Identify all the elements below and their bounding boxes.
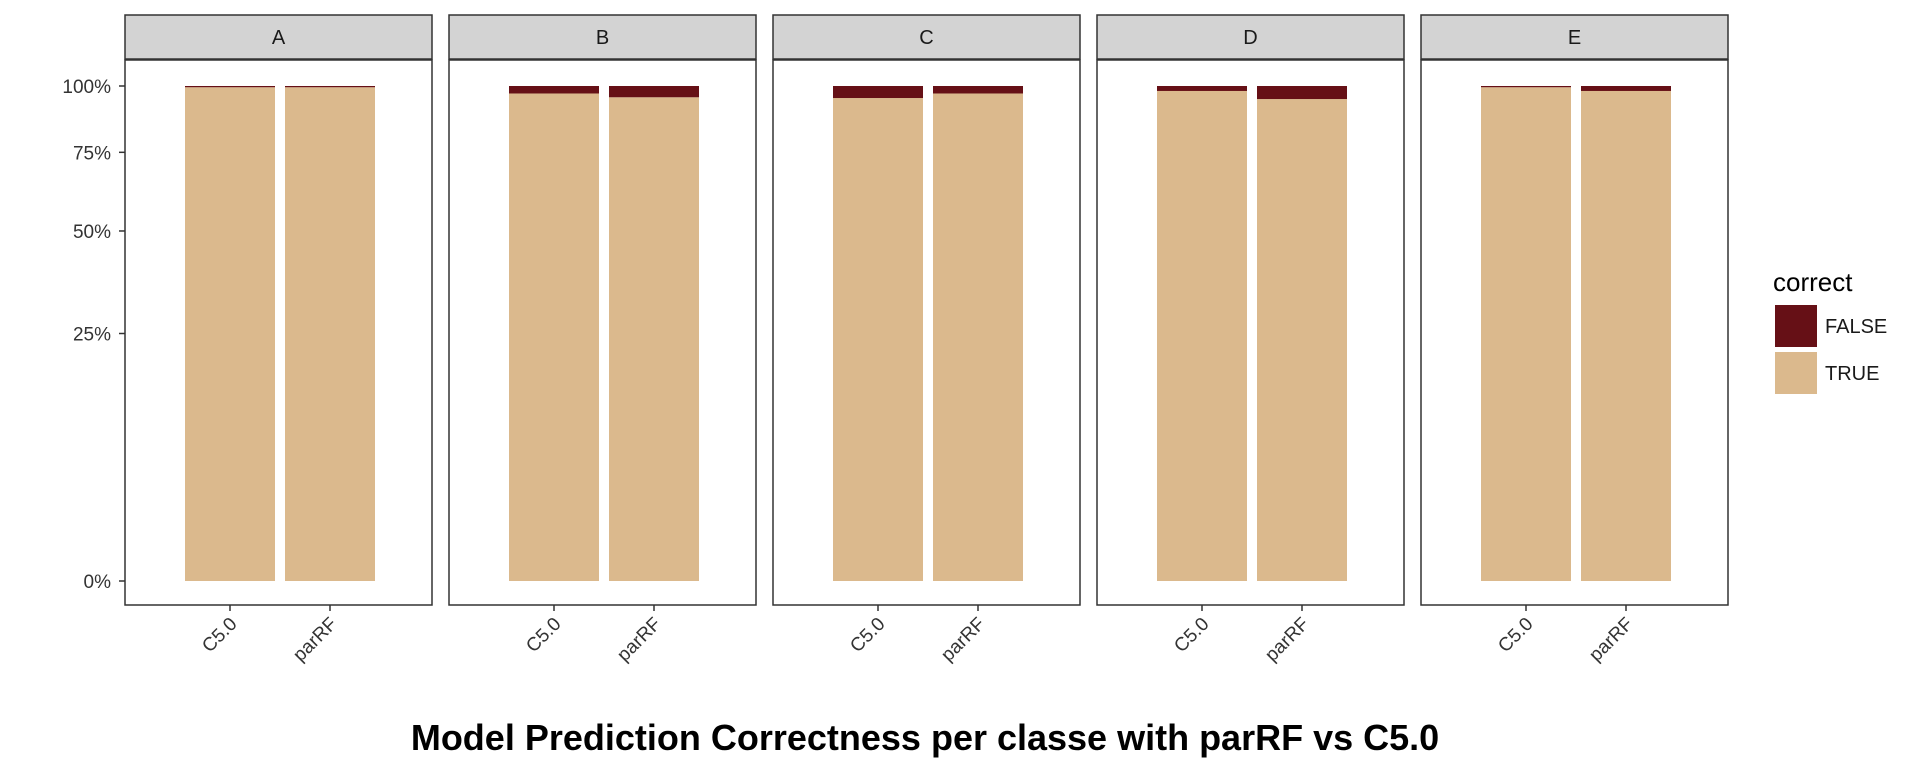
panel-border bbox=[124, 59, 433, 606]
panel-border bbox=[1096, 59, 1405, 606]
legend-label-true: TRUE bbox=[1825, 363, 1879, 385]
legend: correct FALSE TRUE bbox=[1773, 267, 1887, 394]
x-tick-label: C5.0 bbox=[846, 614, 889, 657]
y-tick-label: 0% bbox=[84, 572, 112, 593]
facet-panel-b: B C5.0 parRF bbox=[448, 14, 757, 666]
facet-panel-a: A C5.0 parRF bbox=[124, 14, 433, 666]
facet-strip-label: B bbox=[596, 27, 609, 49]
bar-false bbox=[1157, 86, 1247, 91]
y-axis: 0% 25% 50% 75% 100% bbox=[62, 77, 125, 593]
facet-strip-label: C bbox=[919, 27, 933, 49]
x-tick-label: C5.0 bbox=[1170, 614, 1213, 657]
x-tick-label: parRF bbox=[289, 614, 341, 666]
bar-true bbox=[933, 93, 1023, 581]
bar-false bbox=[185, 86, 275, 88]
bar-true bbox=[285, 87, 375, 582]
bar-false bbox=[833, 86, 923, 99]
y-tick-label: 50% bbox=[73, 222, 111, 243]
facet-panel-d: D C5.0 parRF bbox=[1096, 14, 1405, 666]
facet-strip bbox=[1096, 14, 1405, 60]
bar-true bbox=[1257, 99, 1347, 581]
facet-strip-label: D bbox=[1243, 27, 1257, 49]
bar-true bbox=[185, 87, 275, 582]
facet-panel-c: C C5.0 parRF bbox=[772, 14, 1081, 666]
facet-panels: A C5.0 parRF B C5.0 parRF C C5.0 parRF D C5.0 parRF… bbox=[124, 14, 1729, 666]
facet-strip bbox=[772, 14, 1081, 60]
legend-key-false bbox=[1775, 305, 1817, 347]
bar-true bbox=[609, 97, 699, 582]
panel-border bbox=[1420, 59, 1729, 606]
bar-true bbox=[1481, 87, 1571, 582]
x-tick-label: parRF bbox=[613, 614, 665, 666]
facet-strip-label: E bbox=[1568, 27, 1581, 49]
legend-key-true bbox=[1775, 352, 1817, 394]
x-tick-label: C5.0 bbox=[198, 614, 241, 657]
legend-label-false: FALSE bbox=[1825, 316, 1887, 338]
x-tick-label: parRF bbox=[1261, 614, 1313, 666]
bar-false bbox=[1581, 86, 1671, 91]
facet-strip-label: A bbox=[272, 27, 286, 49]
bar-false bbox=[933, 86, 1023, 94]
x-tick-label: C5.0 bbox=[1494, 614, 1537, 657]
facet-strip bbox=[1420, 14, 1729, 60]
x-tick-label: parRF bbox=[937, 614, 989, 666]
facet-strip bbox=[448, 14, 757, 60]
y-tick-label: 75% bbox=[73, 143, 111, 164]
x-tick-label: parRF bbox=[1585, 614, 1637, 666]
bar-false bbox=[609, 86, 699, 98]
bar-false bbox=[1481, 86, 1571, 88]
bar-false bbox=[1257, 86, 1347, 100]
facet-panel-e: E C5.0 parRF bbox=[1420, 14, 1729, 666]
panel-border bbox=[772, 59, 1081, 606]
y-tick-label: 100% bbox=[62, 77, 111, 98]
bar-true bbox=[1581, 90, 1671, 581]
bar-false bbox=[509, 86, 599, 94]
bar-true bbox=[509, 93, 599, 581]
facet-strip bbox=[124, 14, 433, 60]
y-tick-label: 25% bbox=[73, 325, 111, 346]
x-tick-label: C5.0 bbox=[522, 614, 565, 657]
bar-false bbox=[285, 86, 375, 88]
bar-true bbox=[1157, 90, 1247, 581]
bar-true bbox=[833, 98, 923, 581]
panel-border bbox=[448, 59, 757, 606]
chart-title: Model Prediction Correctness per classe … bbox=[411, 717, 1439, 758]
legend-title: correct bbox=[1773, 267, 1853, 297]
